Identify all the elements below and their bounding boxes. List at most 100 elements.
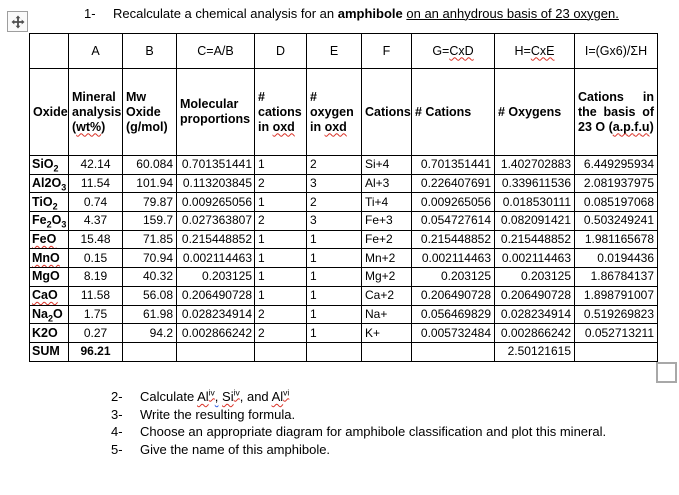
value-cell: 2 [306,192,362,213]
column-letter-cell: A [68,33,123,69]
value-cell: 0.002114463 [494,248,575,269]
value-cell: 0.339611536 [494,173,575,194]
text-run: Si [222,389,234,404]
task-list: 2- Calculate Aliv, Siiv, and Alvi 3- Write … [111,388,607,460]
value-cell: 2 [306,155,362,175]
table-row: Fe2O3 4.37 159.7 0.027363807 2 3 Fe+3 0.0547276… [29,211,658,231]
text-run: a.p.f.u [612,119,650,134]
list-number: 1- [84,6,96,21]
task-item: 2- Calculate Aliv, Siiv, and Alvi [111,388,606,407]
value-cell: 71.85 [122,229,177,250]
column-title-cell: Mw Oxide (g/mol) [122,68,177,156]
value-cell: 0.203125 [411,267,495,287]
text-run: ) [101,119,106,134]
value-cell: 0.701351441 [176,155,255,175]
text-run: # cations in [258,89,302,134]
value-cell: 0.028234914 [176,304,255,325]
text-run: Al [271,389,284,404]
text-run: ) [649,119,654,134]
text-run: Al [197,389,209,404]
text-run: Calculate [140,389,198,404]
value-cell: 0.054727614 [411,211,495,231]
value-cell: 1 [306,304,362,325]
text-run: amphibole [337,6,403,21]
text-run: on an anhydrous basis of 23 oxygen. [406,6,619,21]
value-cell: Si+4 [361,155,412,175]
text-run: H= [514,43,531,58]
text-run: Cations in the basis of 23 O ( [578,89,654,134]
task-item: 5- Give the name of this amphibole. [111,442,606,460]
column-letter-row: A B C=A/B D E F G=CxD H=CxE I=(Gx6)/ΣH [29,33,658,69]
value-cell: 1.86784137 [574,267,658,287]
value-cell: 1.981165678 [574,229,658,250]
text-run: B [145,43,154,58]
text-run: 2 [52,201,58,212]
column-letter-cell: C=A/B [176,33,255,69]
text-run: 3 [61,219,67,230]
oxide-label: MnO [29,248,69,269]
column-letter-cell: B [122,33,177,69]
table-row: Al2O3 11.54 101.94 0.113203845 2 3 Al+3 0.22640… [29,173,658,194]
table-body: SiO2 42.14 60.084 0.701351441 1 2 Si+4 0.701351… [29,155,658,362]
value-cell: 40.32 [122,267,177,287]
value-cell: 1 [306,285,362,306]
text-run: F [382,43,391,58]
table-row: MnO 0.15 70.94 0.002114463 1 1 Mn+2 0.002114463… [29,248,658,269]
value-cell: 56.08 [122,285,177,306]
oxide-label: TiO2 [29,192,69,213]
value-cell: 3 [306,211,362,231]
column-title-cell: # Cations [411,68,495,156]
value-cell: 2 [254,211,307,231]
column-letter-cell: D [254,33,307,69]
value-cell: 0.15 [68,248,123,269]
text-run: Choose an appropriate diagram for amphib… [140,424,607,440]
text-run: # Cations [415,104,472,119]
move-arrows-icon [11,15,25,29]
text-run: 2 [53,163,59,174]
chemical-analysis-table: A B C=A/B D E F G=CxD H=CxE I=(Gx6)/ΣH Oxide Miner… [29,33,658,362]
text-run: # Oxygens [498,104,562,119]
table-row: SUM 96.21 2.50121615 [29,341,658,362]
text-run: O [53,306,63,321]
text-run: FeO [32,232,57,247]
value-cell [361,341,412,362]
value-cell: 0.082091421 [494,211,575,231]
table-row: CaO 11.58 56.08 0.206490728 1 1 Ca+2 0.20649072… [29,285,658,306]
value-cell: 2 [254,173,307,194]
value-cell: 1 [306,267,362,287]
table-move-handle[interactable] [7,11,28,32]
value-cell: 0.005732484 [411,323,495,343]
task-text: Calculate Aliv, Siiv, and Alvi [140,388,289,404]
value-cell: 1 [306,323,362,343]
oxide-label: Na2O [29,304,69,325]
table-resize-handle[interactable] [656,362,677,383]
text-run: 3 [61,182,67,193]
text-run: A [91,43,100,58]
value-cell: 1 [254,229,307,250]
value-cell: 6.449295934 [574,155,658,175]
text-run: , and [239,389,272,404]
text-run: Write the resulting formula. [140,406,296,422]
value-cell: Mg+2 [361,267,412,287]
column-letter-cell: G=CxD [411,33,495,69]
text-run: Recalculate a chemical analysis for an [113,6,338,21]
column-letter-cell [29,33,69,69]
text-run: oxd [324,119,347,134]
value-cell: 0.206490728 [494,285,575,306]
oxide-label: MgO [29,267,69,287]
value-cell: 0.27 [68,323,123,343]
table-row: MgO 8.19 40.32 0.203125 1 1 Mg+2 0.203125 0.2031… [29,267,658,287]
text-run: Fe [32,213,47,228]
value-cell: 1.75 [68,304,123,325]
value-cell: 0.503249241 [574,211,658,231]
column-title-row: Oxide Mineral analysis (wt%) Mw Oxide (g/m… [29,68,658,156]
table-row: SiO2 42.14 60.084 0.701351441 1 2 Si+4 0.701351… [29,155,658,175]
column-letter-cell: H=CxE [494,33,575,69]
text-run: Oxide [33,104,68,119]
table-header: A B C=A/B D E F G=CxD H=CxE I=(Gx6)/ΣH Oxide Miner… [29,33,658,156]
text-run: G= [432,43,450,58]
column-title-cell: # Oxygens [494,68,575,156]
value-cell: 11.54 [68,173,123,194]
value-cell: 4.37 [68,211,123,231]
text-run: oxd [272,119,295,134]
